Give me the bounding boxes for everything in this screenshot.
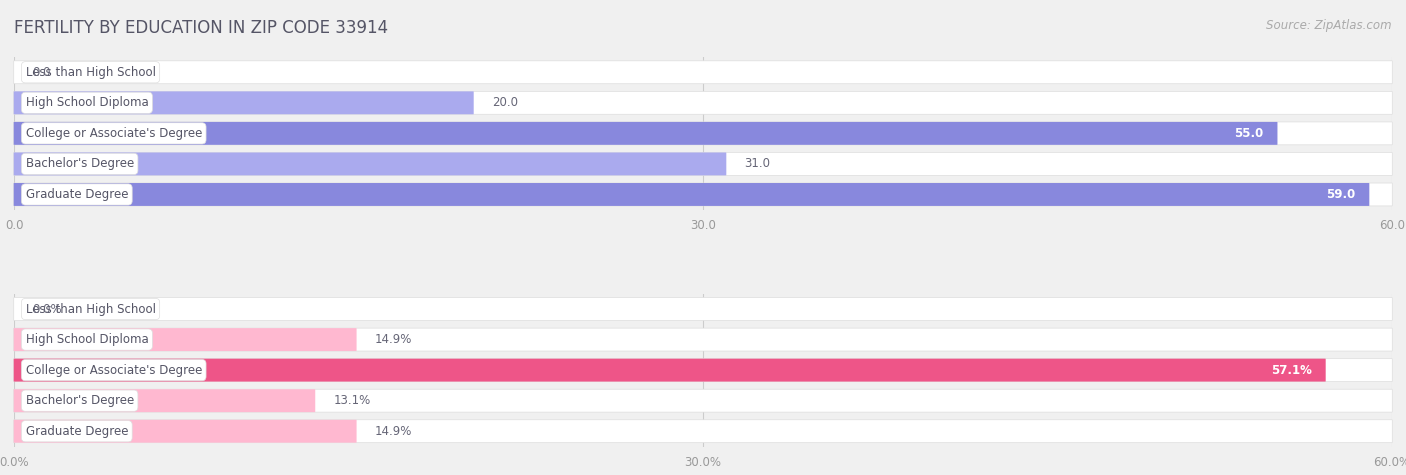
FancyBboxPatch shape	[14, 359, 1326, 381]
FancyBboxPatch shape	[14, 359, 1392, 381]
Text: FERTILITY BY EDUCATION IN ZIP CODE 33914: FERTILITY BY EDUCATION IN ZIP CODE 33914	[14, 19, 388, 37]
Text: High School Diploma: High School Diploma	[25, 333, 148, 346]
Text: 0.0: 0.0	[32, 66, 51, 79]
FancyBboxPatch shape	[14, 91, 1392, 114]
Text: 14.9%: 14.9%	[374, 425, 412, 438]
Text: Bachelor's Degree: Bachelor's Degree	[25, 157, 134, 171]
FancyBboxPatch shape	[14, 183, 1369, 206]
FancyBboxPatch shape	[14, 420, 357, 443]
FancyBboxPatch shape	[14, 297, 1392, 321]
Text: Less than High School: Less than High School	[25, 303, 156, 315]
FancyBboxPatch shape	[14, 389, 315, 412]
FancyBboxPatch shape	[14, 328, 1392, 351]
Text: Graduate Degree: Graduate Degree	[25, 188, 128, 201]
FancyBboxPatch shape	[14, 152, 1392, 175]
Text: 0.0%: 0.0%	[32, 303, 62, 315]
Text: Less than High School: Less than High School	[25, 66, 156, 79]
Text: 20.0: 20.0	[492, 96, 517, 109]
Text: High School Diploma: High School Diploma	[25, 96, 148, 109]
Text: 14.9%: 14.9%	[374, 333, 412, 346]
Text: College or Associate's Degree: College or Associate's Degree	[25, 364, 202, 377]
FancyBboxPatch shape	[14, 183, 1392, 206]
Text: 31.0: 31.0	[744, 157, 770, 171]
Text: 13.1%: 13.1%	[333, 394, 371, 407]
Text: 59.0: 59.0	[1326, 188, 1355, 201]
FancyBboxPatch shape	[14, 420, 1392, 443]
Text: Bachelor's Degree: Bachelor's Degree	[25, 394, 134, 407]
FancyBboxPatch shape	[14, 122, 1278, 145]
FancyBboxPatch shape	[14, 389, 1392, 412]
Text: College or Associate's Degree: College or Associate's Degree	[25, 127, 202, 140]
Text: 55.0: 55.0	[1234, 127, 1264, 140]
Text: 57.1%: 57.1%	[1271, 364, 1312, 377]
FancyBboxPatch shape	[14, 328, 357, 351]
Text: Source: ZipAtlas.com: Source: ZipAtlas.com	[1267, 19, 1392, 32]
Text: Graduate Degree: Graduate Degree	[25, 425, 128, 438]
FancyBboxPatch shape	[14, 91, 474, 114]
FancyBboxPatch shape	[14, 122, 1392, 145]
FancyBboxPatch shape	[14, 152, 727, 175]
FancyBboxPatch shape	[14, 61, 1392, 84]
